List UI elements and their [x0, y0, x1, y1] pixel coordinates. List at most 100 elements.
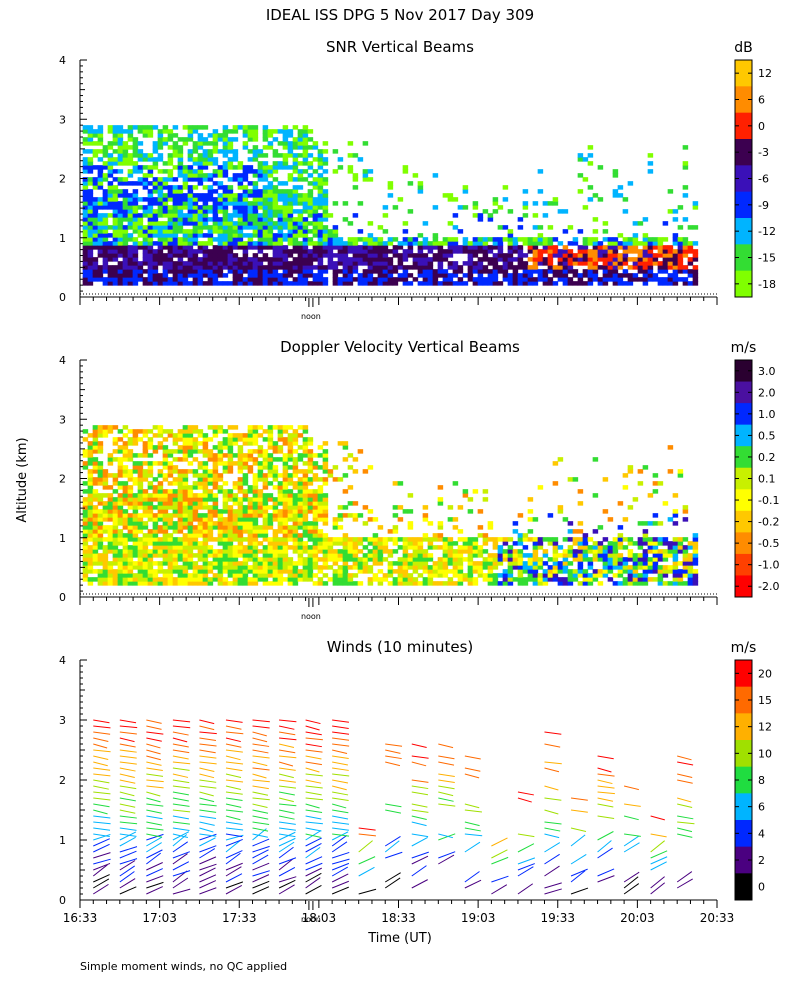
heatmap-cell: [437, 245, 444, 250]
heatmap-cell: [212, 445, 219, 450]
heatmap-cell: [157, 549, 164, 554]
heatmap-cell: [147, 549, 154, 554]
heatmap-cell: [417, 241, 424, 246]
heatmap-cell: [167, 177, 174, 182]
heatmap-cell: [422, 557, 429, 562]
heatmap-cell: [332, 577, 339, 582]
heatmap-cell: [587, 269, 594, 274]
heatmap-cell: [617, 253, 624, 258]
heatmap-cell: [387, 561, 394, 566]
heatmap-cell: [382, 257, 389, 262]
heatmap-cell: [177, 481, 184, 486]
heatmap-cell: [187, 557, 194, 562]
heatmap-cell: [132, 497, 139, 502]
heatmap-cell: [117, 537, 124, 542]
heatmap-cell: [232, 553, 239, 558]
heatmap-cell: [262, 217, 269, 222]
heatmap-cell: [97, 221, 104, 226]
heatmap-cell: [112, 437, 119, 442]
heatmap-cell: [202, 245, 209, 250]
heatmap-cell: [312, 573, 319, 578]
heatmap-cell: [302, 429, 309, 434]
heatmap-cell: [537, 577, 544, 582]
heatmap-cell: [197, 241, 204, 246]
heatmap-cell: [112, 561, 119, 566]
heatmap-cell: [297, 445, 304, 450]
heatmap-cell: [87, 265, 94, 270]
heatmap-cell: [462, 249, 469, 254]
heatmap-cell: [172, 165, 179, 170]
heatmap-cell: [177, 257, 184, 262]
heatmap-cell: [192, 125, 199, 130]
heatmap-cell: [252, 549, 259, 554]
heatmap-cell: [187, 545, 194, 550]
heatmap-cell: [532, 569, 539, 574]
heatmap-cell: [327, 577, 334, 582]
heatmap-cell: [232, 129, 239, 134]
heatmap-cell: [182, 269, 189, 274]
heatmap-cell: [417, 557, 424, 562]
heatmap-cell: [252, 257, 259, 262]
heatmap-cell: [257, 177, 264, 182]
heatmap-cell: [167, 153, 174, 158]
heatmap-cell: [287, 445, 294, 450]
heatmap-cell: [317, 517, 324, 522]
heatmap-cell: [112, 257, 119, 262]
heatmap-cell: [282, 225, 289, 230]
heatmap-cell: [652, 273, 659, 278]
heatmap-cell: [312, 557, 319, 562]
heatmap-cell: [292, 497, 299, 502]
heatmap-cell: [197, 521, 204, 526]
heatmap-cell: [187, 493, 194, 498]
heatmap-cell: [317, 537, 324, 542]
heatmap-cell: [287, 517, 294, 522]
heatmap-cell: [692, 569, 699, 574]
heatmap-cell: [647, 557, 654, 562]
heatmap-cell: [357, 237, 364, 242]
heatmap-cell: [677, 577, 684, 582]
heatmap-cell: [302, 461, 309, 466]
heatmap-cell: [242, 277, 249, 282]
heatmap-cell: [637, 481, 644, 486]
heatmap-cell: [592, 237, 599, 242]
heatmap-cell: [642, 533, 649, 538]
heatmap-cell: [307, 229, 314, 234]
heatmap-cell: [542, 261, 549, 266]
heatmap-cell: [602, 561, 609, 566]
heatmap-cell: [97, 477, 104, 482]
heatmap-cell: [537, 565, 544, 570]
heatmap-cell: [452, 573, 459, 578]
heatmap-cell: [132, 253, 139, 258]
heatmap-cell: [232, 229, 239, 234]
heatmap-cell: [162, 209, 169, 214]
heatmap-cell: [517, 237, 524, 242]
heatmap-cell: [227, 573, 234, 578]
heatmap-cell: [247, 449, 254, 454]
heatmap-cell: [252, 509, 259, 514]
heatmap-cell: [217, 229, 224, 234]
heatmap-cell: [547, 265, 554, 270]
heatmap-cell: [167, 569, 174, 574]
heatmap-cell: [487, 213, 494, 218]
heatmap-cell: [642, 521, 649, 526]
heatmap-cell: [577, 545, 584, 550]
heatmap-cell: [82, 517, 89, 522]
heatmap-cell: [112, 473, 119, 478]
heatmap-cell: [152, 281, 159, 286]
heatmap-cell: [177, 537, 184, 542]
heatmap-cell: [557, 581, 564, 586]
heatmap-cell: [362, 565, 369, 570]
heatmap-cell: [552, 481, 559, 486]
heatmap-cell: [237, 525, 244, 530]
heatmap-cell: [637, 565, 644, 570]
heatmap-cell: [507, 277, 514, 282]
heatmap-cell: [572, 261, 579, 266]
heatmap-cell: [307, 457, 314, 462]
heatmap-cell: [382, 537, 389, 542]
heatmap-cell: [252, 181, 259, 186]
heatmap-cell: [282, 441, 289, 446]
heatmap-cell: [222, 581, 229, 586]
heatmap-cell: [447, 249, 454, 254]
heatmap-cell: [227, 269, 234, 274]
heatmap-cell: [242, 169, 249, 174]
